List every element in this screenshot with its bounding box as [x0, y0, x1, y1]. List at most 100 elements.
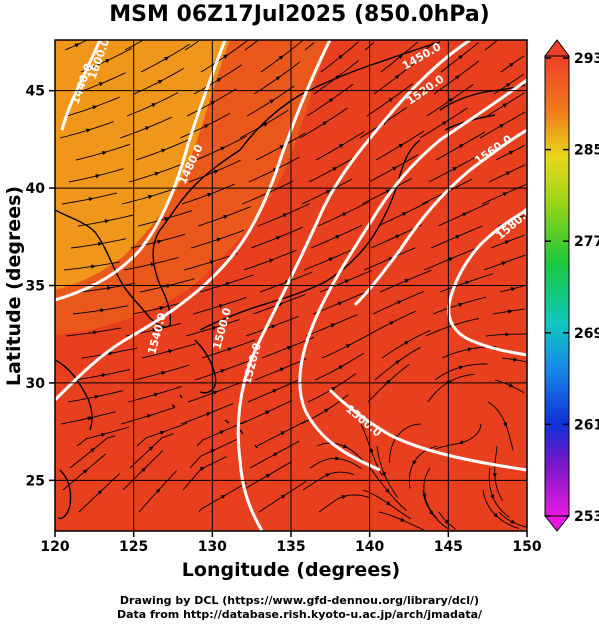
contour-line-3 [55, 40, 332, 402]
coast-china-east [55, 359, 93, 431]
streamline-arrow [157, 239, 163, 244]
y-axis-label: Latitude (degrees) [3, 186, 25, 386]
streamline-arrow [389, 321, 395, 326]
streamline-arrow [275, 76, 281, 81]
streamline-arrow [504, 240, 510, 245]
streamline-arrow [501, 261, 507, 266]
streamline-arrow [280, 494, 286, 499]
streamline-arrow [412, 460, 417, 466]
streamline-arrow [392, 166, 398, 171]
streamline-arrow [502, 103, 508, 108]
streamline-arrow [218, 304, 224, 309]
streamline-arrow [458, 54, 464, 60]
x-tick-label: 145 [434, 539, 463, 555]
coast-korea-china [55, 149, 241, 328]
streamline-arrow [342, 444, 348, 449]
streamline-arrow [279, 367, 285, 372]
streamline-arrow [458, 440, 464, 445]
height-contours [55, 40, 527, 531]
streamline-arrow [325, 190, 331, 195]
footer-data-source: Data from http://database.rish.kyoto-u.a… [116, 608, 483, 621]
colorbar-tick-label: 269 [574, 326, 599, 342]
streamline-arrow [92, 330, 98, 335]
streamline-arrow [94, 394, 100, 400]
streamline-arrow [275, 236, 281, 241]
colorbar-tick-label: 277 [574, 234, 599, 250]
coast-honshu [199, 139, 421, 331]
streamline-arrow [97, 490, 103, 495]
streamline-arrow [493, 512, 499, 518]
streamline-arrow [104, 219, 110, 224]
streamline-arrow [213, 390, 219, 395]
streamline-arrow [90, 264, 96, 269]
streamline-arrow [227, 347, 233, 352]
streamline-arrow [458, 365, 464, 370]
streamline-arrow [153, 392, 159, 397]
streamline-arrow [404, 340, 410, 346]
x-tick-label: 120 [40, 539, 69, 555]
streamline-arrow [454, 75, 460, 80]
streamline-arrow [263, 122, 269, 127]
streamline-arrow [95, 174, 101, 179]
streamline-arrow [448, 257, 454, 262]
streamline-arrow [341, 494, 347, 500]
streamline-arrow [331, 386, 337, 391]
streamline-arrow [220, 369, 226, 374]
streamline-arrow [338, 365, 344, 370]
streamline-arrow [505, 332, 510, 337]
streamline-arrow [282, 213, 288, 218]
streamline-arrow [154, 171, 160, 176]
streamline-arrow [337, 301, 343, 306]
colorbar-tick-label: 285 [574, 143, 599, 159]
streamline-arrow [385, 189, 391, 194]
streamline-arrow [216, 77, 222, 83]
x-axis-label: Longitude (degrees) [182, 559, 400, 581]
contour-line-6 [353, 128, 527, 307]
streamline-arrow [335, 456, 340, 461]
streamline-arrow [157, 80, 163, 85]
streamline-arrow [325, 473, 331, 478]
coast-islands [171, 394, 258, 449]
streamline-arrow [87, 416, 93, 421]
streamline-arrow [462, 212, 468, 217]
temperature-field: 1440.01450.01480.01500.01500.01520.01520… [55, 40, 527, 531]
streamline-arrow [510, 287, 516, 292]
contour-line-5 [298, 78, 527, 472]
x-axis-ticks: 120 125 130 135 140 145 150 [40, 531, 542, 555]
streamline-arrow [467, 347, 473, 352]
streamline-arrow [509, 62, 515, 68]
streamline-arrow [458, 144, 464, 149]
streamline-arrow [82, 469, 88, 474]
streamline-arrow [100, 432, 106, 437]
streamline-arrow [90, 447, 95, 453]
coast-kyushu [194, 339, 217, 394]
streamline-arrow [74, 43, 80, 48]
x-tick-label: 140 [355, 539, 384, 555]
y-axis-ticks: 25 30 35 40 45 [26, 84, 55, 489]
y-tick-label: 35 [26, 279, 45, 295]
streamline-arrow [144, 126, 150, 131]
streamline-arrow [99, 308, 105, 313]
streamline-arrow [508, 383, 514, 388]
y-tick-label: 25 [26, 473, 45, 489]
streamline-arrow [155, 488, 161, 494]
y-tick-label: 45 [26, 84, 45, 100]
streamline-arrow [386, 501, 391, 506]
streamline-arrow [505, 171, 511, 176]
x-tick-label: 130 [198, 539, 227, 555]
streamline-arrow [458, 302, 464, 307]
streamline-arrow [108, 351, 114, 356]
streamline-arrow [510, 519, 516, 524]
colorbar-tick-label: 293 [574, 51, 599, 67]
streamline-arrow [203, 124, 209, 129]
streamline-arrow [85, 128, 91, 133]
streamline-arrow [503, 422, 508, 428]
streamline-arrow [101, 373, 107, 378]
streamline-arrow [507, 309, 513, 314]
streamline-arrow [388, 97, 394, 103]
streamline-arrow [164, 56, 170, 61]
streamline-arrow [280, 431, 286, 436]
streamline-arrow [265, 473, 271, 478]
streamline-arrow [513, 357, 518, 362]
